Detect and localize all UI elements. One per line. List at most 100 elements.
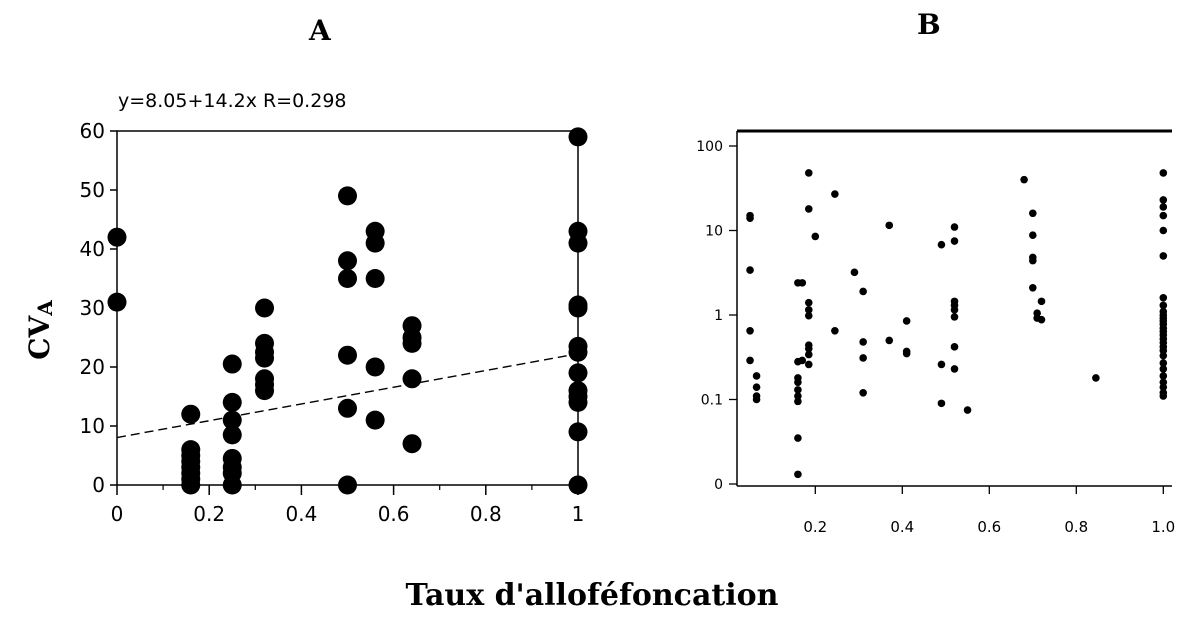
data-point-a: [338, 345, 357, 365]
data-point-b: [746, 356, 754, 365]
data-point-a: [568, 392, 588, 412]
data-point-b: [1029, 209, 1037, 218]
x-tick-label-a: 0.6: [378, 502, 410, 526]
data-point-a: [402, 369, 422, 389]
y-tick-label-a: 50: [80, 178, 105, 202]
data-point-b: [1037, 315, 1046, 324]
data-point-b: [1159, 293, 1168, 302]
data-point-b: [746, 214, 754, 222]
data-point-a: [222, 475, 242, 495]
data-point-b: [752, 383, 761, 391]
y-tick-label-b: 1: [714, 308, 723, 324]
data-point-a: [568, 298, 588, 318]
panel-b-title: B: [917, 8, 941, 41]
data-point-a: [365, 357, 385, 377]
data-point-a: [255, 348, 275, 368]
data-point-b: [885, 336, 894, 345]
data-point-b: [804, 306, 813, 314]
y-tick-label-a: 30: [80, 296, 105, 320]
data-point-a: [222, 354, 242, 374]
data-point-b: [950, 343, 959, 351]
data-point-a: [181, 404, 201, 424]
data-point-a: [222, 392, 242, 412]
data-point-b: [811, 232, 820, 241]
data-point-b: [1159, 392, 1168, 400]
data-point-b: [1037, 297, 1046, 306]
data-point-b: [1159, 359, 1168, 367]
data-point-b: [950, 313, 959, 321]
data-point-b: [1159, 169, 1168, 177]
data-point-b: [937, 360, 946, 369]
data-point-b: [1020, 175, 1028, 184]
x-tick-label-b: 0.8: [1064, 518, 1088, 536]
data-point-b: [937, 399, 946, 408]
data-point-b: [902, 349, 911, 358]
data-point-a: [222, 410, 242, 430]
data-point-b: [794, 378, 802, 387]
data-point-b: [1159, 196, 1168, 204]
data-point-b: [831, 190, 839, 198]
y-tick-label-b: 0: [714, 477, 723, 493]
x-tick-label-a: 0.8: [470, 502, 502, 526]
data-point-a: [568, 127, 588, 147]
data-point-a: [222, 425, 242, 445]
data-point-b: [1159, 226, 1168, 235]
data-point-a: [568, 475, 588, 495]
x-tick-label-a: 0: [111, 502, 124, 526]
data-point-b: [804, 344, 813, 353]
y-tick-label-a: 10: [80, 414, 105, 438]
data-point-b: [794, 386, 802, 394]
y-tick-label-b: 0.1: [701, 393, 723, 409]
data-point-a: [338, 398, 357, 418]
data-point-b: [1029, 231, 1037, 239]
data-point-a: [365, 410, 385, 430]
data-point-a: [568, 342, 588, 362]
x-tick-label-a: 1: [572, 502, 585, 526]
data-point-b: [794, 397, 802, 406]
data-point-b: [950, 223, 959, 231]
data-point-a: [338, 269, 357, 288]
data-point-b: [794, 392, 802, 400]
data-point-b: [950, 306, 959, 314]
data-point-b: [794, 470, 802, 479]
data-point-b: [859, 287, 867, 296]
y-tick-label-a: 40: [80, 237, 105, 261]
data-point-a: [365, 233, 385, 253]
data-point-b: [859, 389, 867, 397]
y-tick-label-a: 60: [80, 119, 105, 143]
data-point-a: [107, 227, 127, 247]
regression-line: [116, 353, 579, 439]
data-point-a: [338, 251, 357, 271]
data-point-b: [950, 365, 959, 373]
y-tick-label-a: 20: [80, 355, 105, 379]
y-tick-label-b: 10: [705, 224, 723, 240]
data-point-b: [798, 356, 807, 365]
y-tick-label-b: 100: [696, 139, 723, 155]
data-point-b: [885, 221, 894, 230]
x-tick-label-b: 1.0: [1151, 518, 1175, 536]
data-point-b: [1159, 211, 1168, 220]
data-point-b: [1159, 351, 1168, 360]
data-point-b: [804, 205, 813, 213]
x-tick-label-b: 0.2: [803, 518, 827, 536]
x-tick-label-b: 0.6: [977, 518, 1001, 536]
x-axis-title: Taux d'alloféfoncation: [405, 578, 779, 613]
data-point-b: [804, 169, 813, 177]
data-point-b: [831, 327, 839, 335]
data-point-b: [963, 406, 972, 414]
data-point-b: [746, 266, 754, 274]
x-tick-label-a: 0.4: [285, 502, 317, 526]
data-point-b: [1159, 203, 1168, 211]
data-point-a: [181, 475, 201, 495]
data-point-b: [1159, 383, 1168, 391]
data-point-a: [568, 363, 588, 383]
data-point-b: [746, 327, 754, 335]
data-point-b: [1159, 365, 1168, 373]
data-point-a: [568, 233, 588, 253]
y-tick-label-a: 0: [92, 473, 105, 497]
data-point-a: [402, 434, 422, 454]
panel-a-title: A: [309, 14, 331, 47]
data-point-b: [1159, 252, 1168, 260]
